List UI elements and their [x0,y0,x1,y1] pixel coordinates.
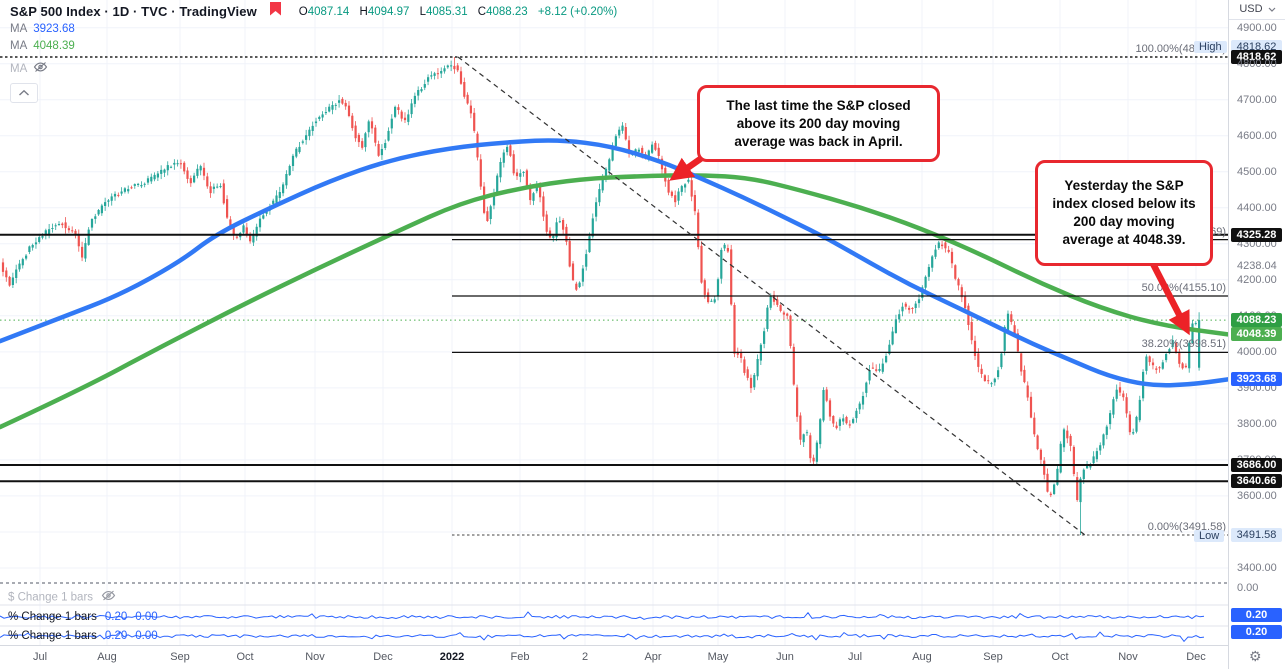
ma-slow-line [0,173,1228,430]
time-axis-label: Jun [776,651,794,663]
annotation-line: average at 4048.39. [1062,232,1186,247]
time-axis-label: Oct [1051,651,1069,663]
time-axis-label: Nov [1118,651,1138,663]
price-axis-label: 4700.00 [1237,93,1277,106]
pane-label-pct-change-2[interactable]: % Change 1 bars 0.20 0.00 [8,630,158,642]
price-badge: 4325.28 [1231,227,1282,242]
settings-gear-icon[interactable]: ⚙ [1249,648,1262,664]
time-axis-label: Apr [644,651,662,663]
time-axis-label: Jul [32,651,48,663]
price-axis-label: 3400.00 [1237,562,1277,574]
price-axis-label: 4500.00 [1237,165,1277,178]
close-value: 4088.23 [486,5,528,18]
time-axis-label: Sep [170,651,190,663]
time-axis-label: 2 [581,651,589,663]
price-badge: 4088.23 [1231,313,1282,328]
price-axis-label: 4238.04 [1237,260,1277,273]
time-axis-label: Aug [912,651,932,663]
high-low-value-label: 3491.58 [1231,528,1282,542]
time-axis-label: Dec [1186,651,1206,663]
price-axis-label: 4000.00 [1237,345,1277,358]
time-axis-label: Oct [236,651,254,663]
price-axis-label: 3800.00 [1237,417,1277,430]
price-axis-label: 4600.00 [1237,129,1277,142]
currency-dropdown[interactable]: USD [1229,3,1285,20]
low-marker-chip: Low [1194,530,1225,542]
symbol-title[interactable]: S&P 500 Index · 1D · TVC · TradingView [10,4,257,19]
annotation-callout-april[interactable]: The last time the S&P closed above its 2… [697,85,940,162]
price-axis-label: 4900.00 [1237,21,1277,34]
annotation-line: above its 200 day moving [736,115,901,131]
flag-icon[interactable] [269,2,282,21]
time-axis-label: Dec [373,651,393,663]
change-value: +8.12 (+0.20%) [537,5,618,18]
time-axis-label: Sep [983,651,1003,663]
price-axis-label: 4400.00 [1237,201,1277,214]
ohlc-values: O4087.14 H4094.97 L4085.31 C4088.23 +8.1… [298,5,618,18]
open-value: 4087.14 [307,5,350,18]
price-badge: 3686.00 [1231,458,1282,472]
price-axis-label: 0.00 [1237,582,1259,594]
chart-legend: S&P 500 Index · 1D · TVC · TradingView O… [10,2,618,103]
ma-slow-value: 4048.39 [33,39,75,52]
price-badge: 3640.66 [1231,474,1282,489]
price-badge: 0.20 [1231,625,1282,639]
time-axis[interactable]: Jul Aug Sep Oct Nov Dec 2022 Feb 2 Apr May Jun Jul Au… [0,645,1228,669]
price-axis-label: 3600.00 [1237,489,1277,502]
low-value: 4085.31 [426,5,468,18]
fib-level-label: 38.20%(3998.51) [1141,338,1226,351]
pane-label-dollar-change[interactable]: $ Change 1 bars [8,590,116,605]
price-axis-label: 4200.00 [1237,273,1277,286]
annotation-line: The last time the S&P closed [726,97,911,113]
price-axis[interactable]: USD ⚙ 4900.00 4818.62 4818.62 4800.00 4700.0… [1228,0,1285,669]
time-axis-label: 2022 [439,651,465,663]
annotation-line: 200 day moving [1073,214,1175,229]
eye-slash-icon[interactable] [101,590,116,605]
time-axis-label: Aug [97,651,117,663]
annotation-line: Yesterday the S&P [1064,178,1184,193]
pct-change-line [0,631,1205,643]
price-axis-label: 4800.00 [1237,57,1277,70]
time-axis-label: May [707,651,729,663]
fib-level-label: 50.00%(4155.10) [1141,282,1226,294]
time-axis-label: Jul [847,651,863,663]
high-marker-chip: High [1194,41,1227,53]
ma-legend-row[interactable]: MA 3923.68 [10,22,75,35]
pct-change-line [0,611,1205,620]
time-axis-label: Nov [305,651,325,663]
pane-label-pct-change-1[interactable]: % Change 1 bars 0.20 0.00 [8,611,158,623]
annotation-line: average was back in April. [734,133,903,149]
annotation-callout-yesterday[interactable]: Yesterday the S&P index closed below its… [1035,160,1213,266]
trendline-dashed [457,56,1086,536]
time-axis-label: Feb [510,651,530,663]
legend-collapse-button[interactable] [10,83,38,103]
high-value: 4094.97 [367,5,410,18]
ma-legend-row[interactable]: MA 4048.39 [10,39,75,52]
annotation-line: index closed below its [1052,196,1196,211]
eye-slash-icon[interactable] [33,60,48,78]
hidden-ma-row[interactable]: MA [10,60,617,77]
chart-canvas[interactable] [0,0,1228,669]
price-badge: 4048.39 [1231,327,1282,342]
price-badge: 4818.62 [1231,50,1282,64]
price-badge: 0.20 [1231,608,1282,622]
price-badge: 3923.68 [1231,372,1282,387]
ma-fast-value: 3923.68 [33,22,75,35]
